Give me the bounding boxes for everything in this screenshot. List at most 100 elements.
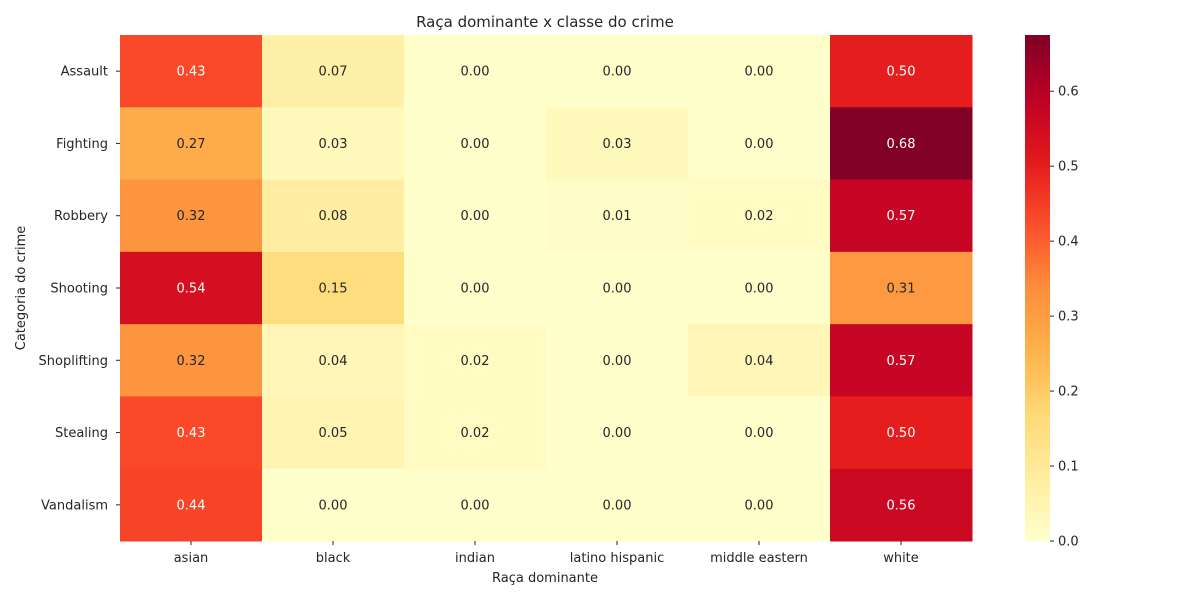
cell-value-label: 0.04 <box>319 354 348 369</box>
cell-value-label: 0.02 <box>745 209 774 224</box>
heatmap-cell <box>262 324 405 397</box>
heatmap-cell <box>262 396 405 470</box>
x-tick-label: white <box>883 551 919 566</box>
heatmap-cell <box>546 179 689 253</box>
cell-value-label: 0.43 <box>177 65 206 80</box>
cell-value-label: 0.00 <box>603 65 632 80</box>
cell-value-label: 0.02 <box>461 426 490 441</box>
heatmap-cell <box>262 35 405 108</box>
cell-value-label: 0.03 <box>319 137 348 152</box>
cell-value-label: 0.32 <box>177 209 206 224</box>
heatmap-cell <box>404 251 547 325</box>
x-tick-label: asian <box>174 551 209 566</box>
colorbar-tick-label: 0.6 <box>1058 85 1079 100</box>
cell-value-label: 0.04 <box>745 354 774 369</box>
heatmap-cell <box>262 107 405 181</box>
cell-value-label: 0.00 <box>461 282 490 297</box>
cell-value-label: 0.00 <box>319 498 348 513</box>
cell-value-label: 0.02 <box>461 354 490 369</box>
y-tick-label: Assault <box>61 65 108 80</box>
colorbar-tick-label: 0.1 <box>1058 460 1079 475</box>
x-tick-label: indian <box>455 551 495 566</box>
y-axis-label: Categoria do crime <box>14 226 29 351</box>
heatmap-cell <box>830 468 973 542</box>
heatmap-cell <box>262 179 405 253</box>
y-tick-label: Vandalism <box>41 498 108 513</box>
heatmap-cell <box>688 35 831 108</box>
cell-value-label: 0.50 <box>887 65 916 80</box>
y-tick-label: Fighting <box>56 137 108 152</box>
x-tick-label: middle eastern <box>710 551 808 566</box>
cell-value-label: 0.00 <box>461 65 490 80</box>
colorbar-tick-label: 0.2 <box>1058 385 1079 400</box>
cell-value-label: 0.32 <box>177 354 206 369</box>
heatmap-cell <box>404 107 547 181</box>
cell-value-label: 0.15 <box>319 282 348 297</box>
x-tick-label: latino hispanic <box>570 551 664 566</box>
cell-value-label: 0.00 <box>745 426 774 441</box>
cell-value-label: 0.68 <box>887 137 916 152</box>
cell-value-label: 0.00 <box>603 498 632 513</box>
x-tick-label: black <box>316 551 351 566</box>
cell-value-label: 0.50 <box>887 426 916 441</box>
cell-value-label: 0.07 <box>319 65 348 80</box>
cell-value-label: 0.43 <box>177 426 206 441</box>
heatmap-cell <box>404 468 547 542</box>
heatmap-cell <box>546 251 689 325</box>
heatmap-cell <box>830 107 973 181</box>
cell-value-label: 0.00 <box>745 65 774 80</box>
heatmap-cell <box>546 35 689 108</box>
heatmap-cell <box>262 468 405 542</box>
heatmap-cell <box>120 396 263 470</box>
heatmap-cell <box>120 324 263 397</box>
heatmap-cell <box>830 251 973 325</box>
cell-value-label: 0.27 <box>177 137 206 152</box>
heatmap-cell <box>688 396 831 470</box>
x-tick-labels: asian black indian latino hispanic middle ea… <box>174 541 919 566</box>
cell-value-label: 0.57 <box>887 209 916 224</box>
heatmap-cell <box>404 396 547 470</box>
heatmap-cell <box>120 107 263 181</box>
heatmap-cell <box>404 179 547 253</box>
chart-title: Raça dominante x classe do crime <box>416 13 674 31</box>
heatmap-cell <box>688 179 831 253</box>
colorbar-ticks: 0.0 0.1 0.2 0.3 0.4 0.5 0.6 <box>1050 85 1079 550</box>
heatmap-cell <box>120 251 263 325</box>
y-tick-labels: Assault Fighting Robbery Shooting Shopliftin… <box>39 65 120 513</box>
colorbar-tick-label: 0.0 <box>1058 535 1079 550</box>
heatmap-cell <box>830 179 973 253</box>
heatmap-cell <box>404 324 547 397</box>
heatmap-cell <box>546 324 689 397</box>
colorbar <box>1025 35 1050 541</box>
cell-value-label: 0.31 <box>887 282 916 297</box>
heatmap-cell <box>120 35 263 108</box>
cell-value-label: 0.05 <box>319 426 348 441</box>
cell-value-label: 0.01 <box>603 209 632 224</box>
heatmap-cell <box>688 107 831 181</box>
cell-value-label: 0.54 <box>177 282 206 297</box>
cell-value-label: 0.00 <box>603 282 632 297</box>
y-tick-label: Shooting <box>50 282 108 297</box>
cell-value-label: 0.00 <box>603 426 632 441</box>
cell-value-label: 0.00 <box>461 137 490 152</box>
heatmap-cell <box>688 324 831 397</box>
heatmap-cell <box>830 396 973 470</box>
x-axis-label: Raça dominante <box>492 571 598 586</box>
heatmap-cell <box>688 468 831 542</box>
cell-value-label: 0.00 <box>461 209 490 224</box>
cell-value-label: 0.00 <box>461 498 490 513</box>
colorbar-tick-label: 0.4 <box>1058 235 1079 250</box>
cell-value-label: 0.00 <box>745 137 774 152</box>
heatmap-cell <box>830 324 973 397</box>
heatmap-cell <box>546 396 689 470</box>
cell-value-label: 0.44 <box>177 498 206 513</box>
heatmap-cell <box>120 179 263 253</box>
heatmap-cell <box>830 35 973 108</box>
cell-value-label: 0.08 <box>319 209 348 224</box>
cell-value-label: 0.56 <box>887 498 916 513</box>
heatmap-cell <box>262 251 405 325</box>
cell-value-label: 0.00 <box>745 282 774 297</box>
colorbar-tick-label: 0.5 <box>1058 160 1079 175</box>
y-tick-label: Stealing <box>55 426 108 441</box>
